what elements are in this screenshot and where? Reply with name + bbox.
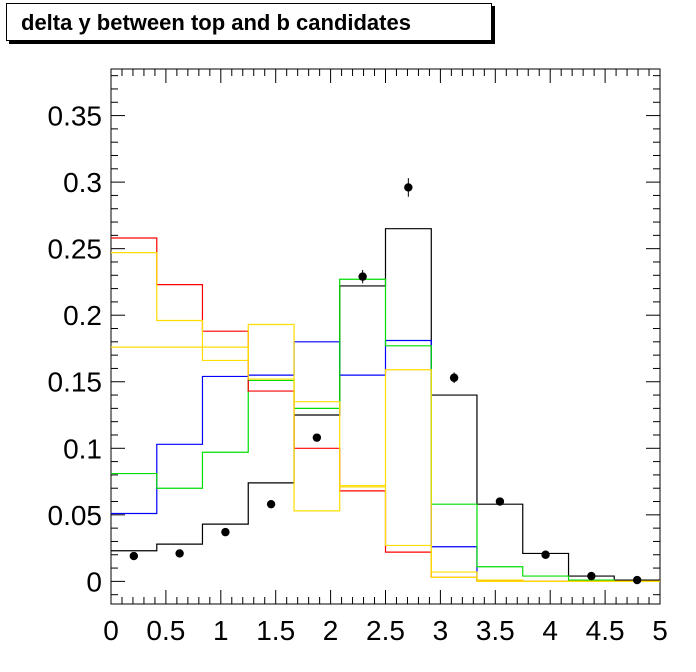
- data-point: [404, 183, 413, 192]
- chart-title: delta y between top and b candidates: [21, 10, 411, 35]
- y-tick-label: 0.35: [48, 101, 103, 132]
- axis-ticks: [110, 69, 661, 604]
- histogram-series-0: [111, 228, 660, 581]
- data-point: [587, 571, 596, 581]
- x-tick-label: 2.5: [366, 615, 405, 646]
- x-tick-label: 4: [542, 615, 558, 646]
- x-tick-label: 4.5: [586, 615, 625, 646]
- x-tick-label: 1.5: [256, 615, 295, 646]
- y-tick-label: 0.25: [48, 234, 103, 265]
- tick-labels-layer: 0 0.5 1 1.5 2 2.5 3 3.5 4 4.5 5 0 0.05 0.1 0.15 0.2 0.25…: [48, 101, 668, 646]
- y-tick-label: 0.3: [63, 167, 102, 198]
- data-point: [129, 551, 139, 561]
- x-tick-label: 3.5: [476, 615, 515, 646]
- chart-title-box: delta y between top and b candidates: [6, 3, 492, 41]
- data-point: [541, 550, 550, 559]
- data-point: [632, 575, 642, 585]
- data-point: [449, 373, 459, 382]
- histogram-series-5: [111, 346, 660, 582]
- x-tick-label: 3: [433, 615, 449, 646]
- data-point: [175, 549, 184, 558]
- y-tick-label: 0.2: [63, 300, 102, 331]
- data-points-layer: [129, 178, 642, 585]
- data-point: [266, 499, 276, 509]
- histogram-series-2: [111, 278, 660, 582]
- y-tick-label: 0: [86, 566, 102, 597]
- y-tick-label: 0.1: [63, 433, 102, 464]
- y-tick-label: 0.05: [48, 500, 103, 531]
- data-point: [221, 527, 230, 537]
- data-point: [358, 272, 367, 281]
- x-tick-label: 2: [323, 615, 339, 646]
- series-layer: [111, 228, 660, 582]
- x-tick-label: 1: [213, 615, 229, 646]
- data-point: [495, 497, 505, 506]
- x-tick-label: 0: [103, 615, 119, 646]
- data-point: [312, 433, 322, 442]
- x-tick-label: 5: [652, 615, 668, 646]
- y-tick-label: 0.15: [48, 367, 103, 398]
- x-tick-label: 0.5: [146, 615, 185, 646]
